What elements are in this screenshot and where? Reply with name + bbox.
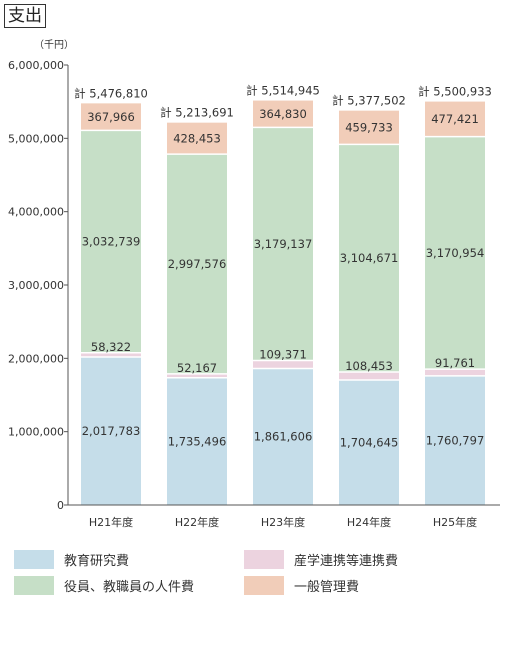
legend-label: 役員、教職員の人件費 xyxy=(64,579,195,595)
total-label: 計 5,500,933 xyxy=(418,85,492,99)
bar-segment xyxy=(253,127,313,361)
y-axis-unit-label: （千円） xyxy=(34,39,74,51)
legend-label: 教育研究費 xyxy=(64,553,130,569)
bar-segment xyxy=(425,101,485,137)
data-label: 3,104,671 xyxy=(340,251,399,265)
data-label: 1,735,496 xyxy=(168,434,227,448)
data-label: 58,322 xyxy=(91,340,131,354)
legend-item: 役員、教職員の人件費 xyxy=(14,574,194,596)
x-axis: H21年度 H22年度 H23年度 H24年度 H25年度 xyxy=(68,504,500,529)
bar-segment xyxy=(167,373,227,378)
total-label: 計 5,514,945 xyxy=(246,84,320,98)
data-label: 3,170,954 xyxy=(426,246,485,260)
data-label: 459,733 xyxy=(345,121,393,135)
y-tick-label: 6,000,000 xyxy=(8,59,64,72)
bar-segment xyxy=(339,379,399,505)
legend-swatch xyxy=(244,549,284,569)
y-tick-label: 4,000,000 xyxy=(8,206,64,219)
legend-swatch xyxy=(244,575,284,595)
bar-segment xyxy=(167,377,227,505)
data-label: 1,760,797 xyxy=(426,433,485,447)
y-tick-label: 2,000,000 xyxy=(8,352,64,365)
legend-label: 一般管理費 xyxy=(294,579,360,595)
total-label: 計 5,377,502 xyxy=(332,94,406,108)
data-label: 3,032,739 xyxy=(82,235,141,249)
legend-item: 一般管理費 xyxy=(244,574,359,596)
data-label: 91,761 xyxy=(435,356,475,370)
bar-segment xyxy=(81,352,141,358)
bars: 2,017,783 58,322 3,032,739 367,966 計 5,476,8… xyxy=(74,84,492,505)
legend-item: 教育研究費 xyxy=(14,548,129,570)
bar-segment xyxy=(167,154,227,374)
x-tick-label: H22年度 xyxy=(175,515,219,529)
x-tick-label: H25年度 xyxy=(433,515,477,529)
bar-segment xyxy=(81,103,141,131)
data-label: 428,453 xyxy=(173,131,221,145)
data-label: 109,371 xyxy=(259,347,307,361)
bar-segment xyxy=(339,110,399,145)
y-tick-label: 0 xyxy=(57,499,64,512)
data-label: 1,704,645 xyxy=(340,435,399,449)
bar-segment xyxy=(425,375,485,505)
y-axis: 0 1,000,000 2,000,000 3,000,000 4,000,000 5,0… xyxy=(8,59,69,512)
total-label: 計 5,213,691 xyxy=(160,106,234,120)
stacked-bar-chart: （千円） 0 1,000,000 2,000,000 3,000,000 4,000,0… xyxy=(8,39,500,529)
legend-swatch xyxy=(14,549,54,569)
legend-item: 産学連携等連携費 xyxy=(244,548,398,570)
y-tick-label: 3,000,000 xyxy=(8,279,64,292)
bar-segment xyxy=(253,100,313,128)
y-tick-label: 1,000,000 xyxy=(8,426,64,439)
data-label: 477,421 xyxy=(431,112,479,126)
data-label: 3,179,137 xyxy=(254,237,313,251)
x-tick-label: H24年度 xyxy=(347,515,391,529)
legend: 教育研究費 産学連携等連携費 役員、教職員の人件費 一般管理費 xyxy=(0,540,520,600)
data-label: 2,017,783 xyxy=(82,424,141,438)
data-label: 108,453 xyxy=(345,359,393,373)
data-label: 367,966 xyxy=(87,110,135,124)
x-tick-label: H23年度 xyxy=(261,515,305,529)
page-title: 支出 xyxy=(4,4,46,28)
bar-segment xyxy=(253,368,313,505)
legend-swatch xyxy=(14,575,54,595)
data-label: 1,861,606 xyxy=(254,430,313,444)
x-tick-label: H21年度 xyxy=(89,515,133,529)
total-label: 計 5,476,810 xyxy=(74,86,148,100)
bar-segment xyxy=(425,136,485,370)
y-tick-label: 5,000,000 xyxy=(8,132,64,145)
data-label: 2,997,576 xyxy=(168,257,227,271)
data-label: 364,830 xyxy=(259,107,307,121)
data-label: 52,167 xyxy=(177,361,217,375)
bar-segment xyxy=(253,360,313,369)
bar-segment xyxy=(81,357,141,505)
bar-segment xyxy=(167,122,227,155)
bar-segment xyxy=(339,372,399,380)
legend-label: 産学連携等連携費 xyxy=(294,553,399,569)
bar-segment xyxy=(81,130,141,353)
bar-segment xyxy=(425,369,485,376)
bar-segment xyxy=(339,144,399,373)
